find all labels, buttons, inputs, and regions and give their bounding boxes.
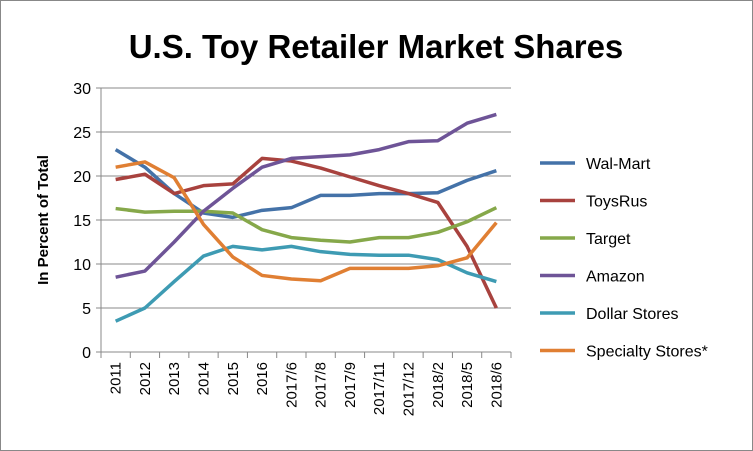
series-line-target: [115, 206, 498, 244]
series-line-amazon: [115, 112, 497, 279]
x-tick-label: 2017/9: [342, 362, 359, 408]
x-tick-label: 2012: [137, 362, 154, 395]
x-tick-label: 2017/8: [313, 362, 330, 408]
y-tick-label: 25: [73, 125, 91, 142]
y-tick-label: 5: [82, 301, 91, 318]
series-line-wal-mart: [114, 148, 497, 220]
legend-label: Specialty Stores*: [586, 344, 708, 361]
legend-label: Dollar Stores: [586, 306, 678, 323]
x-tick-label: 2017/6: [283, 362, 300, 408]
x-tick-label: 2018/5: [459, 362, 476, 408]
legend-label: Target: [586, 231, 631, 248]
legend-label: ToysRus: [586, 194, 647, 211]
chart-title: U.S. Toy Retailer Market Shares: [129, 28, 624, 65]
x-tick-label: 2017/12: [401, 362, 418, 416]
y-tick-label: 0: [82, 345, 91, 362]
y-tick-label: 10: [73, 257, 91, 274]
legend-label: Amazon: [586, 269, 645, 286]
y-tick-label: 15: [73, 213, 91, 230]
series-line-toysrus: [115, 156, 498, 309]
y-tick-label: 20: [73, 169, 91, 186]
x-tick-label: 2017/11: [371, 362, 388, 415]
x-tick-label: 2011: [108, 362, 125, 394]
x-tick-label: 2016: [254, 362, 271, 395]
x-tick-label: 2014: [196, 362, 213, 395]
x-tick-label: 2013: [166, 362, 183, 395]
x-tick-label: 2015: [225, 362, 242, 395]
legend-label: Wal-Mart: [586, 156, 651, 173]
x-tick-label: 2018/6: [488, 362, 505, 408]
x-tick-label: 2018/2: [430, 362, 447, 408]
y-axis-label: In Percent of Total: [35, 155, 52, 285]
y-tick-label: 30: [73, 81, 91, 98]
series-line-dollar-stores: [114, 244, 497, 323]
series-line-specialty-stores-: [115, 160, 498, 283]
